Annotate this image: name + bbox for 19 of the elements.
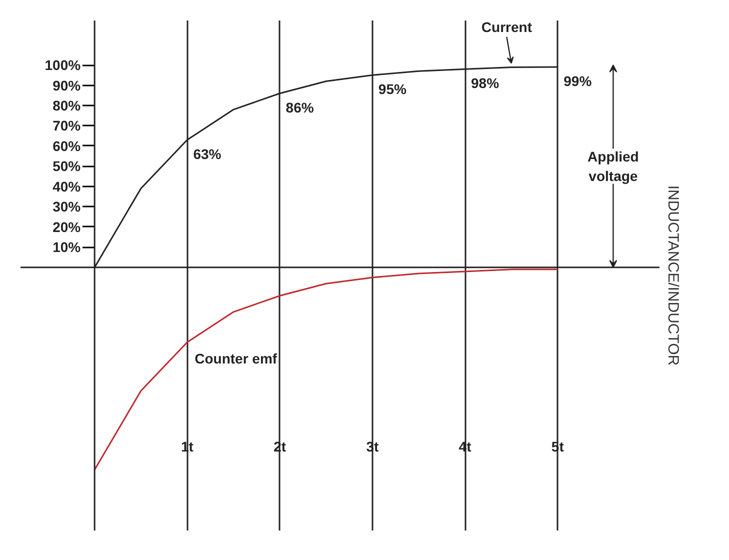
data-label: 63% [193,146,222,162]
y-tick-label: 80% [52,98,82,114]
y-tick-label: 100% [44,57,82,74]
y-tick-label: 40% [52,178,82,194]
data-label: 86% [286,99,314,116]
series-label: Counter emf [194,350,278,366]
data-label: 95% [378,81,407,98]
y-tick-label: 50% [52,158,82,174]
data-label: 98% [471,75,500,92]
data-label: 99% [564,73,592,90]
y-tick-label: 90% [52,77,82,94]
y-tick-label: 30% [52,198,82,215]
y-tick-label: 20% [52,218,82,235]
y-tick-label: 10% [52,239,82,256]
text: INDUCTANCE/INDUCTOR [664,185,682,366]
text: Current [481,18,532,35]
y-tick-label: 60% [52,138,82,154]
annotation: Applied voltage [588,148,639,184]
y-tick-label: 70% [52,118,82,134]
